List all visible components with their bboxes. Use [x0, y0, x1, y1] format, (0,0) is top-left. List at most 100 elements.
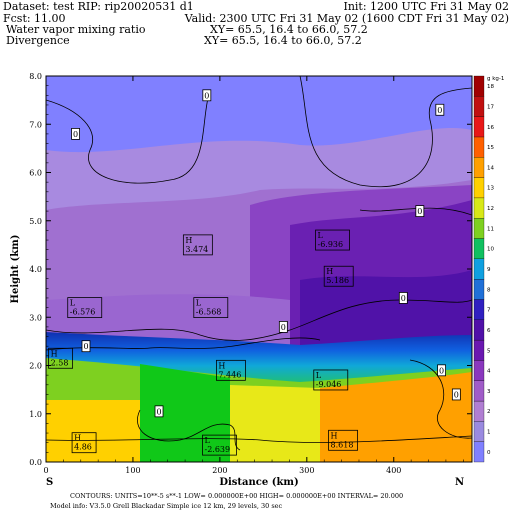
- contour-label: 0: [437, 106, 442, 115]
- contour-label: 0: [156, 407, 161, 416]
- y-tick-label: 1.0: [29, 410, 42, 419]
- field2-xy-label: XY= 65.5, 16.4 to 66.0, 57.2: [204, 34, 362, 47]
- y-tick-label: 4.0: [29, 265, 42, 274]
- yellow-layer: [46, 400, 140, 462]
- model-info: Model info: V3.5.0 Grell Blackadar Simpl…: [50, 502, 283, 510]
- field2-label: Divergence: [6, 34, 70, 47]
- extremum-value: 3.474: [185, 245, 208, 254]
- colorbar-level-label: 4: [487, 369, 491, 375]
- colorbar-swatch: [473, 441, 485, 463]
- colorbar-level-label: 7: [487, 308, 491, 314]
- extremum-box: [315, 229, 350, 251]
- valid-label: Valid: 2300 UTC Fri 31 May 02 (1600 CDT …: [184, 12, 509, 25]
- extremum-value: 2.58: [51, 358, 69, 367]
- contour-label: 0: [73, 130, 78, 139]
- colorbar-level-label: 16: [487, 125, 494, 131]
- fcst-label: Fcst: 11.00: [3, 12, 66, 25]
- orange-layer: [320, 372, 472, 462]
- field1-label: Water vapor mixing ratio: [6, 23, 146, 36]
- contours-info: CONTOURS: UNITS=10**-5 s**-1 LOW= 0.0000…: [70, 492, 403, 500]
- contour-label: 0: [454, 390, 459, 399]
- x-axis-title: Distance (km): [219, 477, 298, 488]
- deep-purple-region: [300, 270, 472, 350]
- x-tick-label: 100: [125, 466, 140, 475]
- extremum-kind: H: [331, 431, 338, 440]
- colorbar-level-label: 13: [487, 186, 494, 192]
- extremum-box: [323, 265, 354, 287]
- contour-labels: 0 0 0 0 0 0 0 0 0 0: [71, 89, 461, 418]
- field1-xy-label: XY= 65.5, 16.4 to 66.0, 57.2: [210, 23, 368, 36]
- extremum-kind: H: [326, 267, 333, 276]
- colorbar-level-label: 2: [487, 409, 491, 415]
- colorbar-swatch: [473, 360, 485, 381]
- yellow-band-right: [230, 385, 320, 462]
- colorbar-unit-label: g kg-1: [487, 76, 504, 82]
- extremum-kind: H: [74, 434, 81, 443]
- y-tick-label: 8.0: [29, 72, 42, 81]
- extremum-box: [67, 297, 103, 319]
- colorbar-swatch: [473, 157, 485, 178]
- extremum-kind: L: [318, 231, 324, 240]
- extremum-kind: L: [70, 299, 76, 308]
- colorbar-swatch: [473, 136, 485, 158]
- y-tick-label: 5.0: [29, 217, 42, 226]
- y-tick-label: 3.0: [29, 313, 42, 322]
- bright-green-column: [140, 364, 230, 462]
- contour-label-box: [451, 388, 461, 401]
- dataset-label: Dataset: test RIP: rip20020531 d1: [3, 0, 194, 13]
- extremum-value: -2.639: [204, 445, 230, 454]
- extremum-value: 8.618: [331, 440, 354, 449]
- y-tick-label: 2.0: [29, 362, 42, 371]
- extremum-kind: L: [204, 436, 210, 445]
- colorbar-swatch: [473, 319, 485, 341]
- colorbar-swatch: [473, 177, 485, 199]
- plot-area: [46, 76, 472, 462]
- extremum-box: [48, 347, 74, 369]
- contour-label-box: [435, 103, 445, 116]
- contour-label-box: [437, 364, 446, 377]
- colorbar-swatch: [473, 299, 485, 320]
- extremum-box: [202, 434, 237, 456]
- extremum-box: [215, 359, 246, 381]
- extremum-value: 5.186: [326, 276, 349, 285]
- extremum-value: -6.568: [196, 308, 222, 317]
- colorbar-level-label: 6: [487, 328, 491, 334]
- colorbar-swatch: [473, 421, 485, 442]
- contour-label-box: [278, 320, 288, 333]
- colorbar-swatch: [473, 116, 485, 138]
- colorbar-level-label: 10: [487, 247, 494, 253]
- extremum-kind: H: [51, 349, 58, 358]
- colorbar-swatch: [473, 339, 485, 361]
- y-tick-label: 6.0: [29, 169, 42, 178]
- contour-label: 0: [401, 294, 406, 303]
- colorbar-swatch: [473, 75, 485, 97]
- extremum-box: [182, 234, 213, 256]
- colorbar-swatch: [473, 258, 485, 280]
- extremum-value: 7.446: [218, 370, 241, 379]
- colorbar-level-label: 18: [487, 84, 494, 90]
- contour-label-box: [415, 205, 425, 218]
- colorbar-level-label: 15: [487, 145, 494, 151]
- colorbar-swatch: [473, 96, 485, 117]
- extremum-box: [313, 369, 349, 391]
- extremum-kind: H: [185, 236, 192, 245]
- extremum-value: 4.86: [74, 443, 92, 452]
- x-axis-right-end-label: N: [455, 477, 464, 488]
- extremum-box: [328, 429, 358, 451]
- extremum-kind: H: [218, 361, 225, 370]
- y-tick-label: 7.0: [29, 120, 42, 129]
- x-tick-label: 400: [386, 466, 401, 475]
- colorbar-level-label: 14: [487, 165, 494, 171]
- contour-label-box: [154, 405, 164, 418]
- colorbar-level-label: 1: [487, 430, 491, 436]
- contour-label: 0: [417, 207, 422, 216]
- colorbar-swatch: [473, 218, 485, 239]
- colorbar-swatch: [473, 197, 485, 219]
- x-tick-label: 200: [212, 466, 227, 475]
- colorbar-level-label: 5: [487, 348, 491, 354]
- colorbar-level-label: 9: [487, 267, 491, 273]
- y-tick-label: 0.0: [29, 458, 42, 467]
